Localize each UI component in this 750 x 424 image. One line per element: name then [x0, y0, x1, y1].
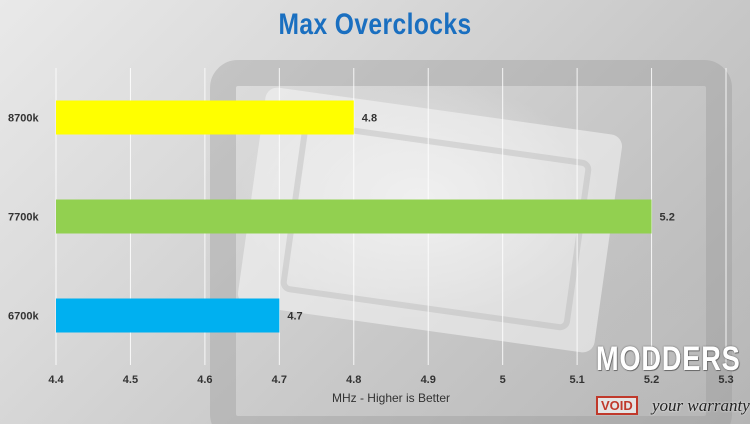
y-category-label: 7700k [8, 212, 39, 224]
x-tick-label: 5.3 [718, 374, 733, 386]
modders-watermark-logo: MODDERS VOID your warranty [590, 340, 750, 424]
bar [56, 100, 354, 135]
x-tick-label: 5.2 [644, 374, 659, 386]
watermark-void-badge: VOID [596, 396, 638, 415]
y-category-label: 6700k [8, 311, 39, 323]
y-category-label: 8700k [8, 113, 39, 125]
bar-value-label: 4.8 [362, 113, 377, 125]
x-tick-label: 5.1 [569, 374, 584, 386]
x-axis-title: MHz - Higher is Better [331, 391, 451, 405]
bar [56, 298, 280, 333]
x-tick-label: 4.5 [123, 374, 138, 386]
x-tick-label: 4.4 [48, 374, 64, 386]
x-tick-label: 5 [500, 374, 506, 386]
chart-title: Max Overclocks [278, 8, 472, 41]
x-tick-label: 4.7 [272, 374, 287, 386]
watermark-tagline: your warranty [652, 396, 750, 415]
bar-value-label: 4.7 [287, 311, 302, 323]
x-tick-label: 4.9 [421, 374, 436, 386]
watermark-brand-text: MODDERS [596, 340, 741, 378]
bar-value-label: 5.2 [660, 212, 675, 224]
x-tick-label: 4.8 [346, 374, 361, 386]
bar [56, 199, 652, 234]
x-tick-label: 4.6 [197, 374, 212, 386]
